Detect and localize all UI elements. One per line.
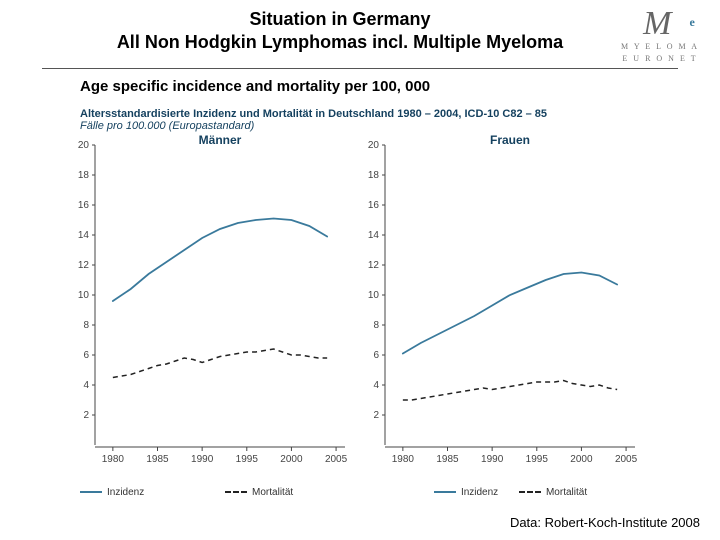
divider [42,68,678,69]
svg-text:2000: 2000 [570,454,593,465]
legend-mortality-2: Mortalität [519,487,587,498]
svg-text:Frauen: Frauen [490,133,530,147]
svg-text:12: 12 [78,260,90,271]
svg-text:4: 4 [373,380,379,391]
svg-text:14: 14 [78,230,90,241]
logo-myeloma-euronet: Me M Y E L O M A E U R O N E T [620,10,700,65]
chart-svg: 2 4 6 8 10 12 14 16 18 20 1980 1985 1990 1995 2000 2005… [70,130,650,480]
svg-text:6: 6 [83,350,89,361]
svg-text:4: 4 [83,380,89,391]
svg-text:8: 8 [373,320,379,331]
svg-text:1980: 1980 [102,454,125,465]
svg-text:10: 10 [368,290,380,301]
svg-text:14: 14 [368,230,380,241]
legend-swatch-mortality-2 [519,491,541,493]
figure-caption-bold: Altersstandardisierte Inzidenz und Morta… [80,108,547,120]
svg-text:Männer: Männer [199,133,242,147]
figure-caption: Altersstandardisierte Inzidenz und Morta… [80,108,547,132]
svg-text:2: 2 [373,410,379,421]
logo-letter-m: M [643,5,671,42]
footer-source: Data: Robert-Koch-Institute 2008 [510,515,700,530]
svg-text:1985: 1985 [146,454,169,465]
svg-text:1985: 1985 [436,454,459,465]
svg-text:2005: 2005 [615,454,638,465]
svg-text:18: 18 [78,170,90,181]
svg-text:2005: 2005 [325,454,348,465]
legend-incidence: Inzidenz [80,487,144,498]
svg-text:20: 20 [78,140,90,151]
svg-text:8: 8 [83,320,89,331]
legend-swatch-incidence [80,491,102,493]
svg-text:16: 16 [368,200,380,211]
logo-letter-e: e [690,15,695,29]
subtitle: Age specific incidence and mortality per… [80,78,430,95]
logo-text-2: E U R O N E T [620,54,700,63]
title-line2: All Non Hodgkin Lymphomas incl. Multiple… [80,31,600,54]
svg-text:1990: 1990 [191,454,214,465]
logo-text-1: M Y E L O M A [620,42,700,51]
legend-label-mortality: Mortalität [252,487,293,498]
legend-label-incidence-2: Inzidenz [461,487,498,498]
chart-panels: 2 4 6 8 10 12 14 16 18 20 1980 1985 1990 1995 2000 2005… [70,130,650,480]
chart-legend: Inzidenz Mortalität Inzidenz Mortalität [80,485,605,498]
svg-text:6: 6 [373,350,379,361]
legend-label-incidence: Inzidenz [107,487,144,498]
legend-swatch-incidence-2 [434,491,456,493]
svg-text:18: 18 [368,170,380,181]
svg-text:1995: 1995 [236,454,259,465]
svg-text:1980: 1980 [392,454,415,465]
svg-text:1990: 1990 [481,454,504,465]
slide-title: Situation in Germany All Non Hodgkin Lym… [80,8,600,53]
svg-text:2000: 2000 [280,454,303,465]
svg-text:20: 20 [368,140,380,151]
svg-text:2: 2 [83,410,89,421]
legend-incidence-2: Inzidenz [434,487,498,498]
legend-mortality: Mortalität [225,487,293,498]
svg-text:16: 16 [78,200,90,211]
title-line1: Situation in Germany [80,8,600,31]
legend-swatch-mortality [225,491,247,493]
svg-text:1995: 1995 [526,454,549,465]
svg-text:12: 12 [368,260,380,271]
legend-label-mortality-2: Mortalität [546,487,587,498]
svg-text:10: 10 [78,290,90,301]
